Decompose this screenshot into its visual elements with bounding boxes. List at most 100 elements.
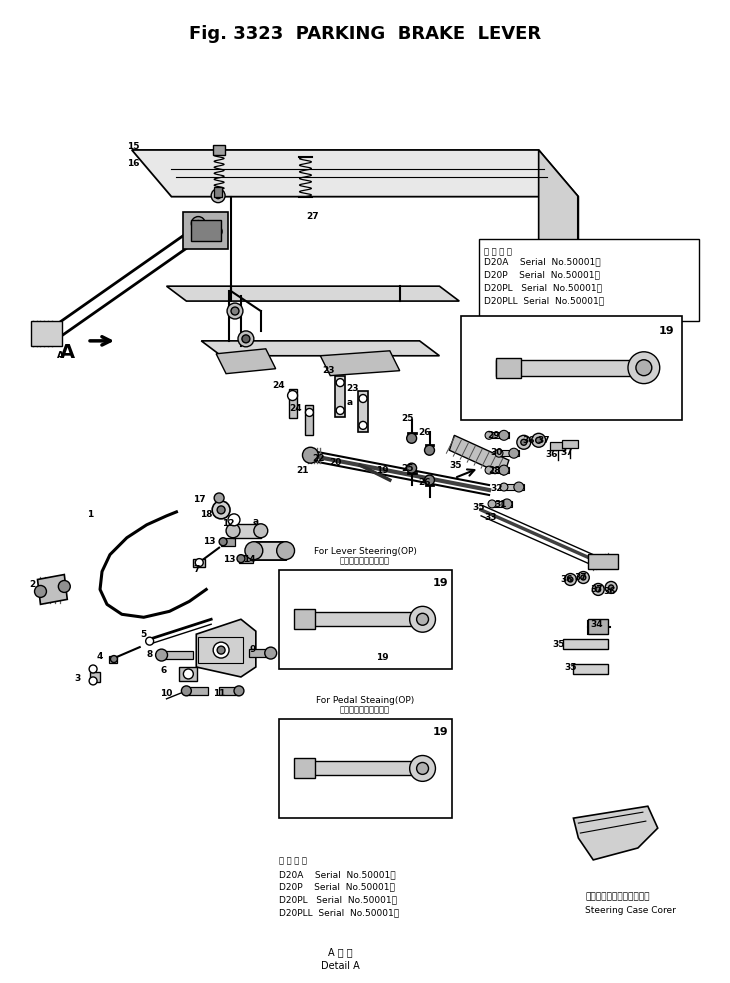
Polygon shape bbox=[166, 286, 459, 301]
Text: 36: 36 bbox=[604, 587, 616, 596]
Circle shape bbox=[581, 575, 585, 580]
Bar bbox=[573, 665, 608, 674]
Text: 19: 19 bbox=[659, 326, 675, 336]
Circle shape bbox=[58, 581, 70, 593]
Circle shape bbox=[509, 448, 519, 458]
Circle shape bbox=[337, 407, 344, 415]
Text: 31: 31 bbox=[495, 500, 507, 509]
Circle shape bbox=[237, 554, 245, 562]
Text: 37: 37 bbox=[537, 435, 550, 444]
Text: 22: 22 bbox=[312, 454, 325, 463]
Bar bbox=[233, 524, 261, 538]
Circle shape bbox=[265, 647, 277, 659]
Text: A 詳 細: A 詳 細 bbox=[328, 948, 353, 957]
Text: 37: 37 bbox=[590, 585, 602, 594]
Text: For Lever Steering(OP): For Lever Steering(OP) bbox=[314, 547, 416, 555]
Polygon shape bbox=[539, 150, 578, 326]
Text: Steering Case Corer: Steering Case Corer bbox=[585, 905, 676, 914]
Text: 4: 4 bbox=[97, 652, 103, 661]
Text: 25: 25 bbox=[402, 414, 414, 423]
Circle shape bbox=[155, 649, 167, 661]
Text: 37: 37 bbox=[574, 573, 587, 582]
Circle shape bbox=[89, 677, 97, 685]
Text: 10: 10 bbox=[161, 689, 173, 698]
Text: 6: 6 bbox=[161, 666, 166, 675]
Circle shape bbox=[191, 216, 205, 230]
Circle shape bbox=[110, 656, 118, 663]
Circle shape bbox=[410, 607, 436, 632]
Text: 23: 23 bbox=[322, 367, 334, 376]
Bar bbox=[496, 360, 647, 376]
Polygon shape bbox=[196, 619, 255, 677]
Circle shape bbox=[636, 360, 652, 376]
Text: D20P    Serial  No.50001～: D20P Serial No.50001～ bbox=[484, 270, 600, 279]
Circle shape bbox=[577, 571, 589, 584]
Circle shape bbox=[227, 303, 243, 318]
Text: Fig. 3323  PARKING  BRAKE  LEVER: Fig. 3323 PARKING BRAKE LEVER bbox=[189, 25, 541, 42]
Circle shape bbox=[196, 558, 203, 566]
Text: 17: 17 bbox=[193, 495, 206, 504]
Bar bbox=[564, 639, 608, 649]
Text: 32: 32 bbox=[491, 484, 503, 492]
Text: 12: 12 bbox=[222, 519, 234, 528]
Circle shape bbox=[359, 394, 367, 402]
Circle shape bbox=[488, 500, 496, 508]
Circle shape bbox=[499, 465, 509, 475]
Text: ステアリングケースカバー: ステアリングケースカバー bbox=[585, 893, 650, 901]
Circle shape bbox=[217, 506, 225, 514]
Bar bbox=[293, 759, 315, 779]
Text: 21: 21 bbox=[296, 466, 309, 475]
Bar bbox=[214, 187, 222, 197]
Bar bbox=[304, 762, 428, 776]
Circle shape bbox=[34, 586, 47, 598]
Circle shape bbox=[215, 145, 223, 154]
Circle shape bbox=[337, 378, 344, 386]
Circle shape bbox=[212, 501, 230, 519]
Text: 35: 35 bbox=[449, 461, 461, 470]
Text: 5: 5 bbox=[141, 630, 147, 639]
Text: 23: 23 bbox=[346, 384, 358, 393]
Bar bbox=[249, 649, 271, 657]
Text: 18: 18 bbox=[200, 510, 212, 519]
Text: ペダルステアリング用: ペダルステアリング用 bbox=[340, 706, 390, 715]
Text: 24: 24 bbox=[272, 381, 285, 390]
Bar bbox=[186, 687, 208, 695]
Circle shape bbox=[183, 669, 193, 679]
Bar bbox=[588, 553, 618, 568]
Text: 16: 16 bbox=[128, 159, 140, 168]
Circle shape bbox=[520, 439, 527, 445]
Text: 33: 33 bbox=[485, 513, 497, 522]
Circle shape bbox=[210, 225, 222, 238]
Circle shape bbox=[502, 499, 512, 509]
Circle shape bbox=[514, 482, 524, 492]
Bar bbox=[183, 211, 228, 250]
Bar bbox=[31, 321, 62, 346]
Polygon shape bbox=[216, 349, 276, 374]
Circle shape bbox=[425, 445, 434, 455]
Text: 24: 24 bbox=[289, 404, 301, 413]
Bar bbox=[305, 406, 313, 435]
Polygon shape bbox=[450, 435, 509, 475]
Circle shape bbox=[242, 335, 250, 343]
Text: 8: 8 bbox=[147, 650, 153, 659]
Text: D20PL   Serial  No.50001～: D20PL Serial No.50001～ bbox=[484, 283, 602, 292]
Circle shape bbox=[277, 542, 294, 559]
Circle shape bbox=[219, 538, 227, 546]
Bar bbox=[193, 558, 205, 566]
Text: 19: 19 bbox=[433, 577, 448, 588]
Text: 2: 2 bbox=[29, 580, 36, 589]
Text: 15: 15 bbox=[128, 143, 140, 151]
Circle shape bbox=[564, 573, 577, 586]
Text: D20PLL  Serial  No.50001～: D20PLL Serial No.50001～ bbox=[484, 296, 604, 305]
Circle shape bbox=[305, 409, 313, 417]
Circle shape bbox=[302, 447, 318, 463]
Text: 35: 35 bbox=[473, 503, 485, 512]
Circle shape bbox=[254, 524, 268, 538]
Text: 36: 36 bbox=[545, 449, 558, 459]
Bar bbox=[461, 316, 682, 421]
Bar bbox=[496, 358, 520, 377]
Circle shape bbox=[485, 432, 493, 439]
Circle shape bbox=[288, 390, 298, 400]
Text: 11: 11 bbox=[213, 689, 226, 698]
Circle shape bbox=[146, 637, 153, 645]
